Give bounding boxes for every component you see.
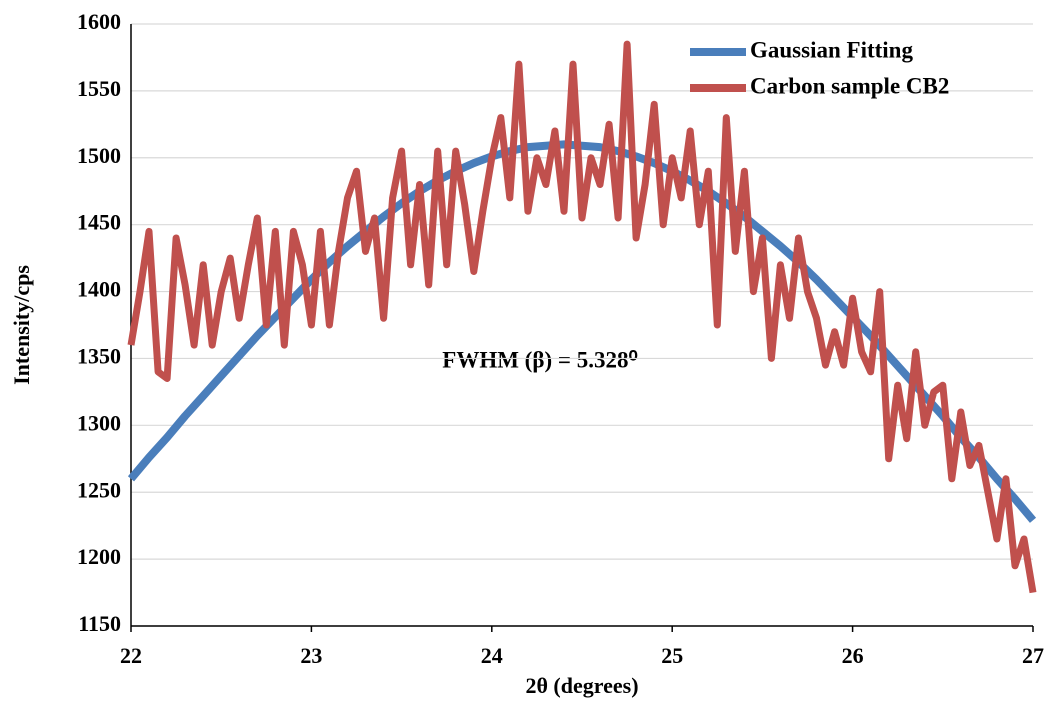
y-tick-label: 1550	[77, 76, 121, 101]
x-tick-label: 23	[300, 643, 322, 668]
y-tick-label: 1450	[77, 210, 121, 235]
y-tick-label: 1500	[77, 143, 121, 168]
x-tick-label: 24	[481, 643, 503, 668]
x-axis-label: 2θ (degrees)	[525, 673, 638, 698]
y-tick-label: 1200	[77, 544, 121, 569]
y-tick-label: 1250	[77, 477, 121, 502]
y-tick-label: 1400	[77, 277, 121, 302]
x-tick-label: 26	[842, 643, 864, 668]
data-line	[127, 40, 1037, 594]
legend-label: Carbon sample CB2	[750, 73, 949, 98]
y-tick-label: 1350	[77, 343, 121, 368]
x-tick-label: 27	[1022, 643, 1044, 668]
y-tick-label: 1150	[78, 611, 121, 636]
x-tick-label: 25	[661, 643, 683, 668]
annotation: FWHM (β) = 5.328⁰	[442, 347, 637, 372]
y-tick-label: 1600	[77, 9, 121, 34]
y-tick-label: 1300	[77, 410, 121, 435]
legend-label: Gaussian Fitting	[750, 37, 913, 62]
y-axis-label: Intensity/cps	[9, 265, 34, 385]
x-tick-label: 22	[120, 643, 142, 668]
